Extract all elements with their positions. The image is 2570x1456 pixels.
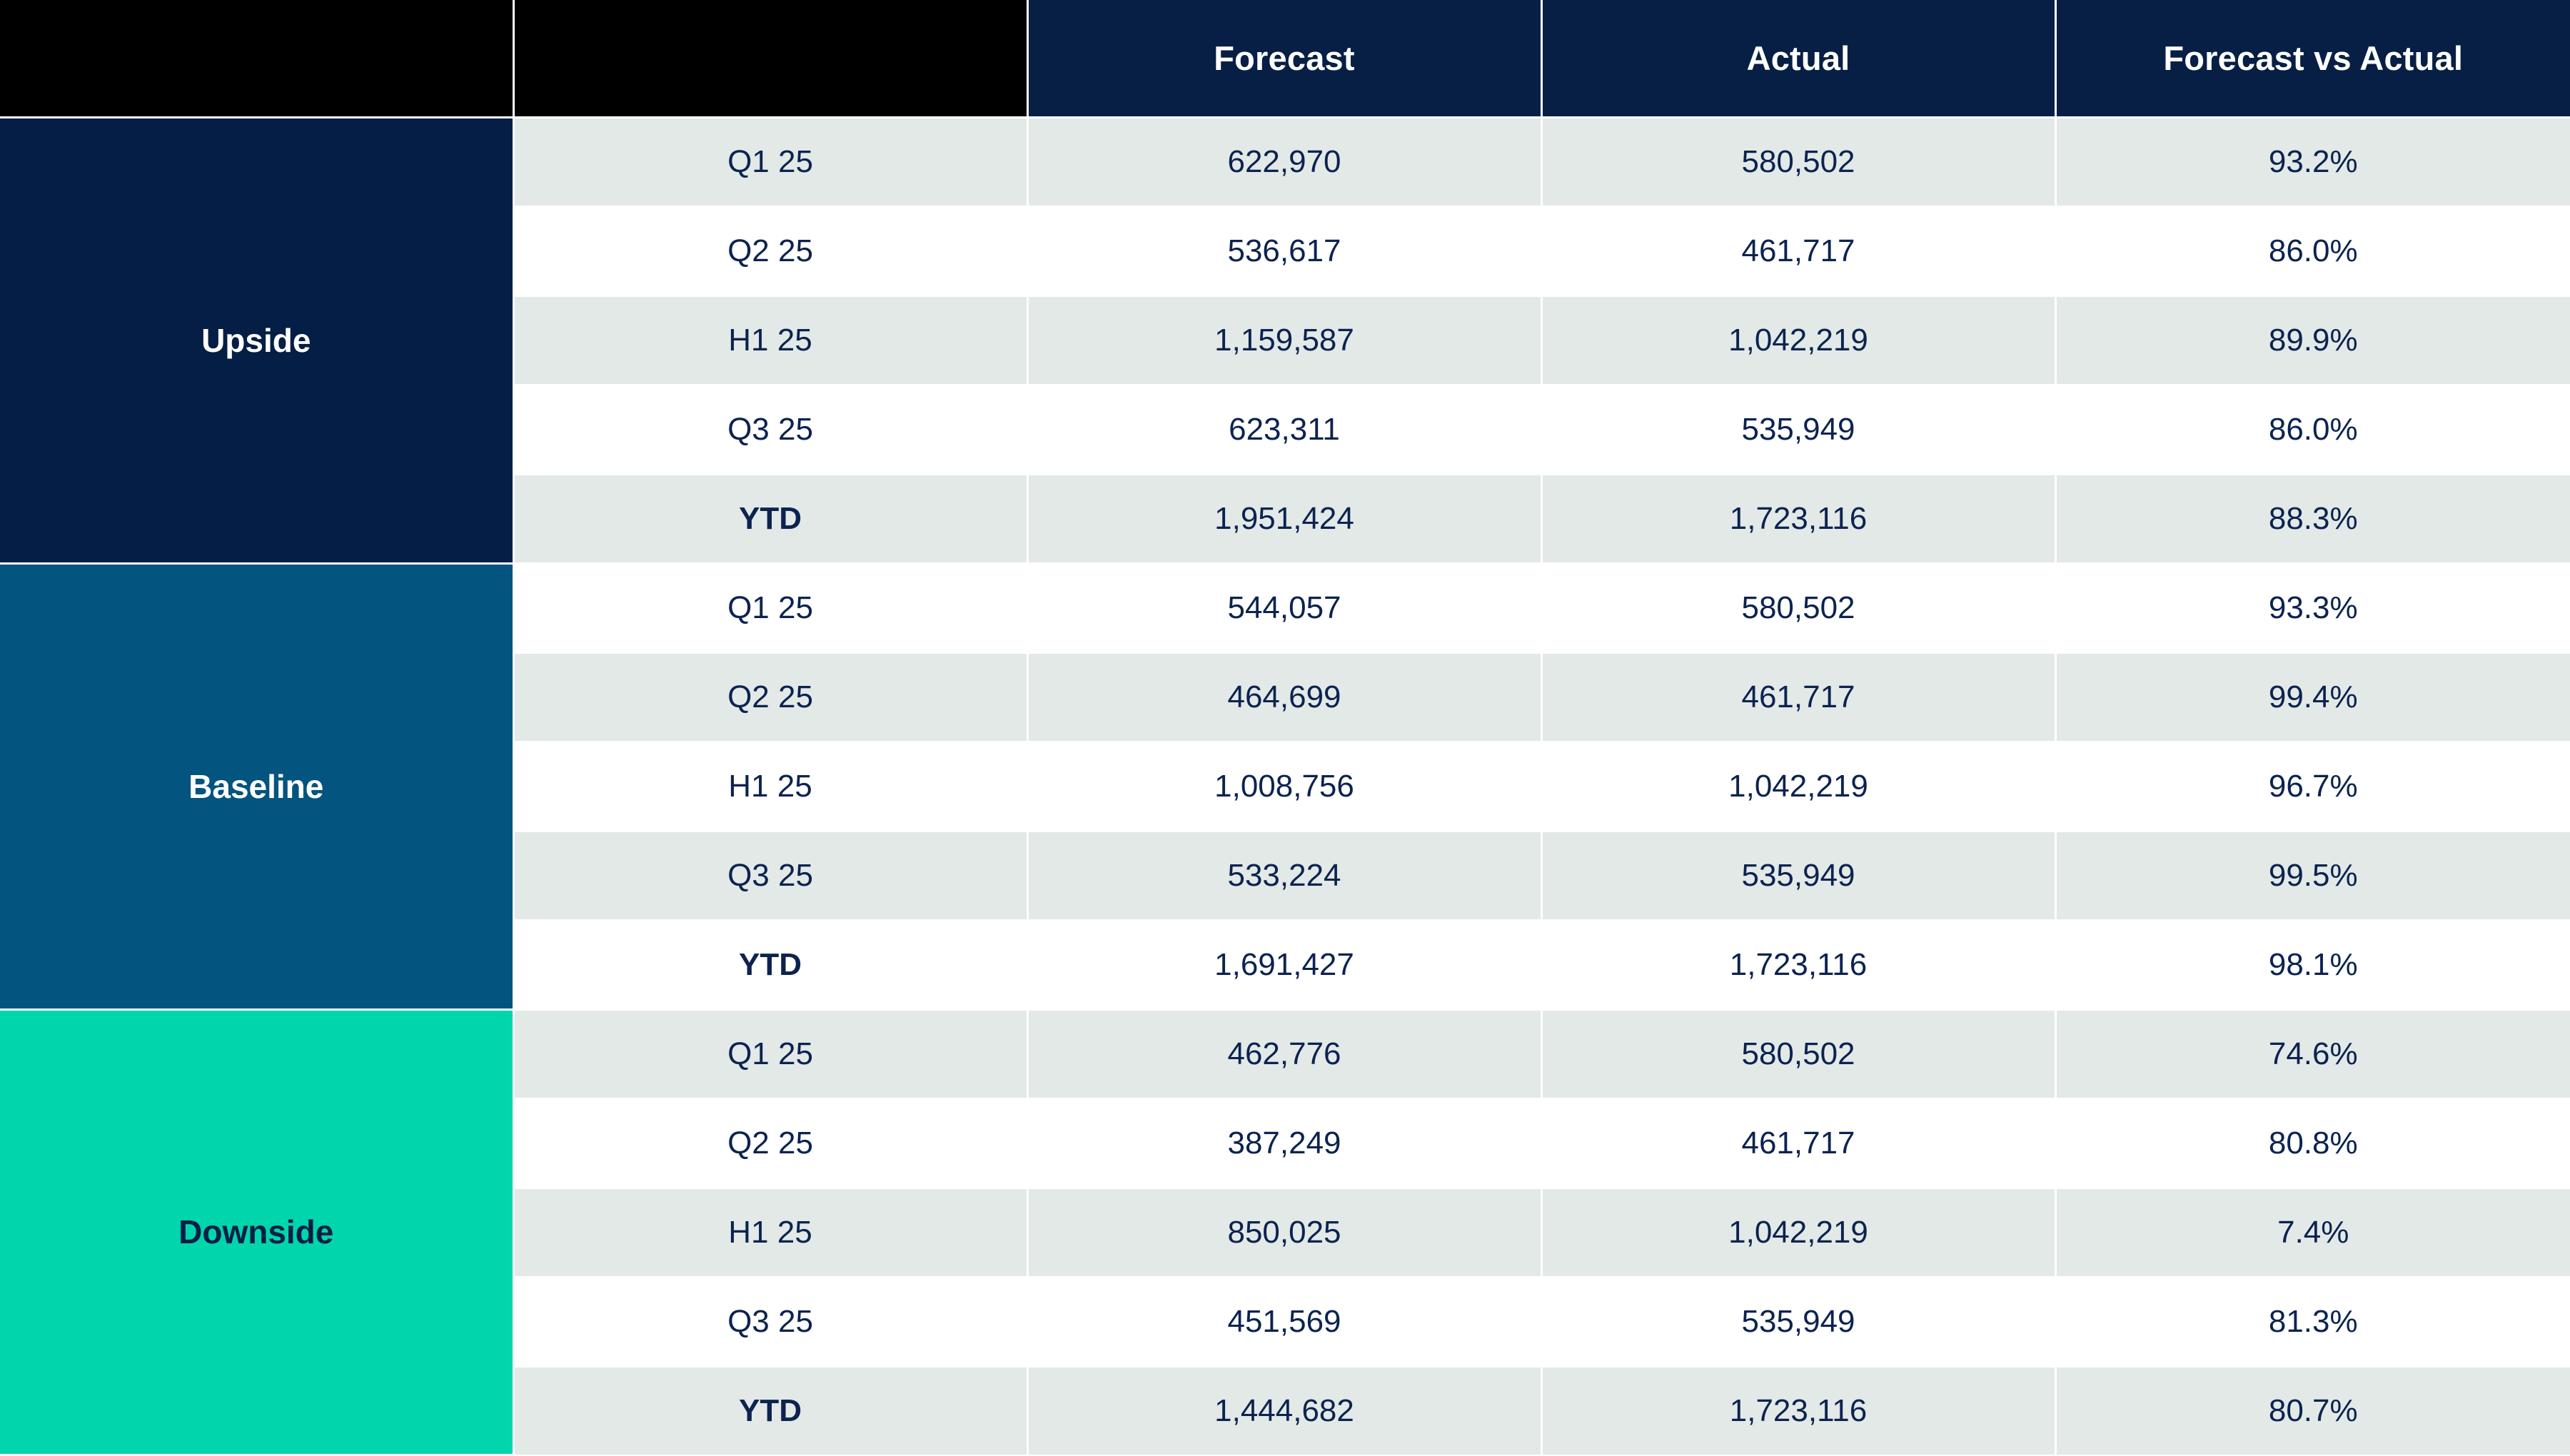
table-row: YTD 1,951,424 1,723,116 88.3% [0,474,2570,565]
forecast-cell: 387,249 [1027,1098,1543,1189]
table-row: Q2 25 387,249 461,717 80.8% [0,1098,2570,1189]
table-header: Forecast Actual Forecast vs Actual [0,0,2570,118]
table-row: Q3 25 623,311 535,949 86.0% [0,385,2570,475]
forecast-cell: 1,008,756 [1027,742,1543,832]
forecast-cell: 1,951,424 [1027,474,1543,565]
actual-cell: 580,502 [1541,117,2057,208]
actual-cell: 1,042,219 [1541,1188,2057,1278]
period-cell: Q2 25 [513,652,1029,743]
table-row: Downside Q1 25 462,776 580,502 74.6% [0,1009,2570,1456]
period-cell: Q2 25 [513,206,1029,297]
table-row: H1 25 1,008,756 1,042,219 96.7% [0,742,2570,832]
actual-cell: 1,042,219 [1541,295,2057,386]
header-cell-period-blank [513,0,1029,118]
scenario-group-label: Baseline [0,563,515,1011]
table-row: Q2 25 536,617 461,717 86.0% [0,206,2570,297]
variance-cell: 93.2% [2055,117,2570,208]
header-cell-forecast-vs-actual: Forecast vs Actual [2055,0,2570,118]
actual-cell: 461,717 [1541,1098,2057,1189]
forecast-cell: 622,970 [1027,117,1543,208]
header-cell-scenario-blank [0,0,515,118]
variance-cell: 89.9% [2055,295,2570,386]
actual-cell: 461,717 [1541,652,2057,743]
table-row: H1 25 1,159,587 1,042,219 89.9% [0,295,2570,386]
period-cell: H1 25 [513,1188,1029,1278]
variance-cell: 81.3% [2055,1277,2570,1367]
period-cell: H1 25 [513,295,1029,386]
period-cell: YTD [513,1366,1029,1455]
variance-cell: 7.4% [2055,1188,2570,1278]
variance-cell: 99.4% [2055,652,2570,743]
scenario-group-label: Downside [0,1009,515,1456]
actual-cell: 535,949 [1541,1277,2057,1367]
table-row: Q3 25 533,224 535,949 99.5% [0,831,2570,921]
header-cell-actual: Actual [1541,0,2057,118]
variance-cell: 80.7% [2055,1366,2570,1455]
period-cell: H1 25 [513,742,1029,832]
actual-cell: 1,042,219 [1541,742,2057,832]
period-cell: Q3 25 [513,1277,1029,1367]
table-row: Q3 25 451,569 535,949 81.3% [0,1277,2570,1367]
period-cell: YTD [513,474,1029,565]
scenario-group-label: Upside [0,117,515,565]
actual-cell: 580,502 [1541,563,2057,654]
forecast-cell: 1,691,427 [1027,920,1543,1011]
period-cell: Q2 25 [513,1098,1029,1189]
period-cell: Q3 25 [513,385,1029,475]
table-row: Baseline Q1 25 544,057 580,502 93.3% [0,563,2570,1011]
period-cell: Q1 25 [513,117,1029,208]
period-cell: Q1 25 [513,1009,1029,1100]
forecast-cell: 623,311 [1027,385,1543,475]
table-row: H1 25 850,025 1,042,219 7.4% [0,1188,2570,1278]
table-row: YTD 1,691,427 1,723,116 98.1% [0,920,2570,1011]
header-row: Forecast Actual Forecast vs Actual [0,0,2570,118]
variance-cell: 86.0% [2055,385,2570,475]
period-cell: Q3 25 [513,831,1029,921]
table-row: Q2 25 464,699 461,717 99.4% [0,652,2570,743]
variance-cell: 96.7% [2055,742,2570,832]
variance-cell: 93.3% [2055,563,2570,654]
actual-cell: 461,717 [1541,206,2057,297]
variance-cell: 98.1% [2055,920,2570,1011]
forecast-cell: 464,699 [1027,652,1543,743]
variance-cell: 80.8% [2055,1098,2570,1189]
period-cell: YTD [513,920,1029,1011]
forecast-cell: 533,224 [1027,831,1543,921]
forecast-cell: 536,617 [1027,206,1543,297]
table-body: Upside Q1 25 622,970 580,502 93.2% Q2 25 536,6… [0,117,2570,1456]
actual-cell: 580,502 [1541,1009,2057,1100]
variance-cell: 86.0% [2055,206,2570,297]
actual-cell: 535,949 [1541,385,2057,475]
variance-cell: 99.5% [2055,831,2570,921]
header-cell-forecast: Forecast [1027,0,1543,118]
actual-cell: 1,723,116 [1541,1366,2057,1455]
table-row: Upside Q1 25 622,970 580,502 93.2% [0,117,2570,565]
forecast-cell: 850,025 [1027,1188,1543,1278]
period-cell: Q1 25 [513,563,1029,654]
forecast-cell: 1,159,587 [1027,295,1543,386]
forecast-cell: 544,057 [1027,563,1543,654]
forecast-cell: 462,776 [1027,1009,1543,1100]
actual-cell: 1,723,116 [1541,920,2057,1011]
forecast-cell: 451,569 [1027,1277,1543,1367]
variance-cell: 74.6% [2055,1009,2570,1100]
actual-cell: 1,723,116 [1541,474,2057,565]
actual-cell: 535,949 [1541,831,2057,921]
variance-cell: 88.3% [2055,474,2570,565]
forecast-cell: 1,444,682 [1027,1366,1543,1455]
